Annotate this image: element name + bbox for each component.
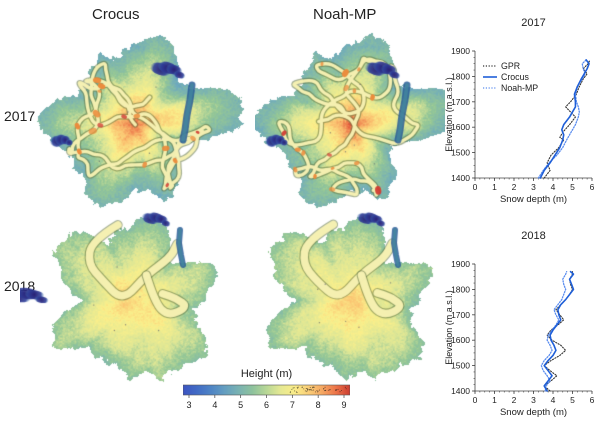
svg-text:8: 8 bbox=[316, 400, 321, 410]
svg-text:2: 2 bbox=[512, 182, 517, 192]
svg-text:5: 5 bbox=[570, 182, 575, 192]
svg-text:2017: 2017 bbox=[521, 17, 545, 29]
svg-text:2: 2 bbox=[512, 395, 517, 405]
svg-text:5: 5 bbox=[238, 400, 243, 410]
svg-text:Elevation (m a.s.l.): Elevation (m a.s.l.) bbox=[445, 77, 454, 152]
svg-text:Noah-MP: Noah-MP bbox=[501, 83, 538, 93]
svg-text:3: 3 bbox=[531, 395, 536, 405]
svg-text:0: 0 bbox=[473, 182, 478, 192]
svg-text:1900: 1900 bbox=[451, 259, 470, 269]
svg-text:1: 1 bbox=[492, 395, 497, 405]
svg-text:4: 4 bbox=[212, 400, 217, 410]
svg-text:3: 3 bbox=[531, 182, 536, 192]
svg-text:6: 6 bbox=[264, 400, 269, 410]
svg-text:Snow depth (m): Snow depth (m) bbox=[500, 194, 567, 205]
svg-text:4: 4 bbox=[551, 182, 556, 192]
svg-text:1400: 1400 bbox=[451, 386, 470, 396]
svg-text:0: 0 bbox=[473, 395, 478, 405]
svg-text:5: 5 bbox=[570, 395, 575, 405]
svg-text:4: 4 bbox=[551, 395, 556, 405]
svg-text:7: 7 bbox=[290, 400, 295, 410]
svg-text:Elevation (m a.s.l.): Elevation (m a.s.l.) bbox=[445, 290, 454, 365]
svg-text:1900: 1900 bbox=[451, 46, 470, 56]
svg-text:6: 6 bbox=[590, 395, 595, 405]
svg-text:1400: 1400 bbox=[451, 173, 470, 183]
svg-text:Snow depth (m): Snow depth (m) bbox=[500, 407, 567, 418]
svg-text:6: 6 bbox=[590, 182, 595, 192]
svg-text:2018: 2018 bbox=[521, 230, 545, 242]
svg-text:9: 9 bbox=[341, 400, 346, 410]
svg-text:3: 3 bbox=[186, 400, 191, 410]
svg-text:Height (m): Height (m) bbox=[241, 368, 292, 380]
svg-text:GPR: GPR bbox=[501, 61, 520, 71]
svg-text:Crocus: Crocus bbox=[501, 72, 529, 82]
svg-text:1: 1 bbox=[492, 182, 497, 192]
